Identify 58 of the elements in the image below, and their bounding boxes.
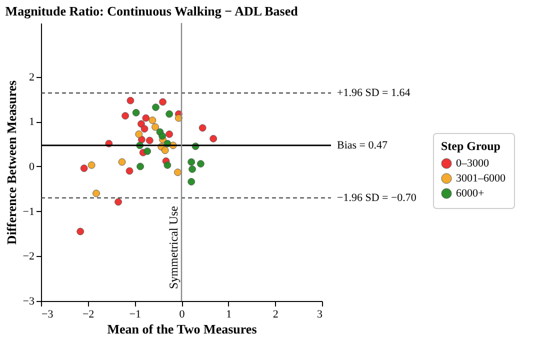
point	[136, 162, 144, 170]
point	[88, 161, 96, 169]
y-tick-label: 1	[29, 116, 34, 128]
ref-line-label: +1.96 SD = 1.64	[337, 86, 411, 99]
chart-title: Magnitude Ratio: Continuous Walking − ADL Based	[5, 3, 299, 18]
point	[122, 112, 130, 120]
point	[142, 114, 150, 122]
point	[166, 130, 174, 138]
point	[144, 148, 152, 155]
point	[135, 130, 143, 138]
x-tick-label: −3	[42, 308, 54, 320]
point	[158, 132, 166, 140]
point	[146, 136, 154, 144]
point	[118, 158, 126, 166]
legend-label: 3001–6000	[456, 172, 506, 184]
y-axis-title: Difference Between Measures	[4, 80, 19, 245]
y-tick-label: −1	[22, 206, 34, 218]
point	[138, 120, 145, 128]
point	[132, 108, 140, 116]
point	[174, 168, 182, 176]
point	[164, 161, 172, 169]
y-tick-label: 0	[29, 160, 35, 173]
point	[126, 96, 134, 104]
y-tick-label: −2	[22, 250, 34, 263]
point	[80, 164, 88, 172]
ref-line-label: Bias = 0.47	[337, 139, 388, 152]
point	[188, 165, 196, 173]
x-tick-label: 3	[317, 308, 323, 320]
x-tick-label: 2	[272, 308, 278, 320]
x-tick-label: 1	[226, 308, 232, 320]
point	[140, 125, 148, 133]
legend-label: 0–3000	[456, 158, 490, 170]
x-tick-label: −2	[82, 308, 94, 320]
point	[148, 116, 156, 124]
y-tick-label: 2	[29, 71, 34, 84]
point	[196, 160, 204, 168]
point	[114, 198, 122, 206]
point	[152, 123, 159, 131]
point	[76, 228, 84, 236]
legend-title: Step Group	[441, 139, 501, 153]
point	[174, 114, 182, 122]
x-tick-label: 0	[179, 308, 186, 320]
point	[198, 124, 206, 132]
legend-label: 6000+	[456, 188, 484, 200]
point	[188, 158, 196, 166]
ref-line-label: Symmetrical Use	[166, 206, 180, 289]
x-axis-title: Mean of the Two Measures	[107, 322, 257, 336]
point	[161, 146, 169, 154]
x-tick-label: −1	[129, 308, 142, 320]
point	[152, 104, 160, 112]
point	[126, 167, 134, 175]
ref-line-label: −1.96 SD = −0.70	[337, 192, 417, 204]
point	[166, 110, 174, 118]
point	[188, 178, 196, 186]
point	[92, 190, 100, 198]
point	[159, 98, 166, 106]
y-tick-label: −3	[22, 296, 35, 308]
point	[210, 134, 218, 142]
